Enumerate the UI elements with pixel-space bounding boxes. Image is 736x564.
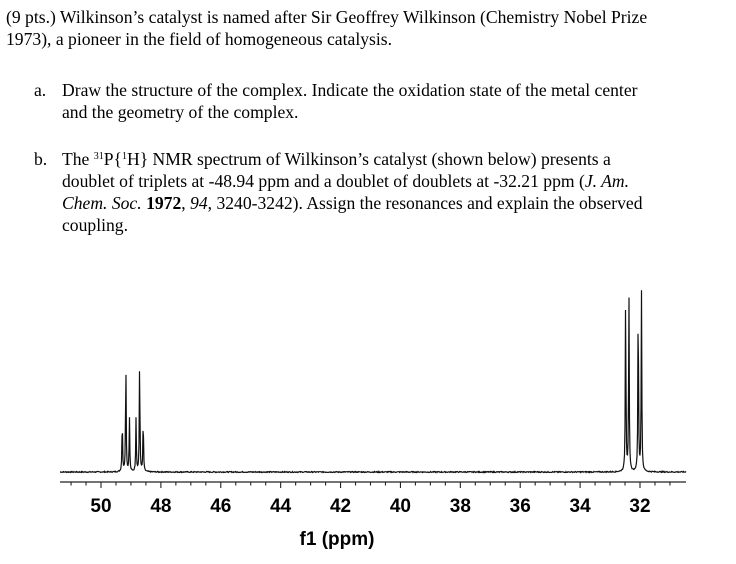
nmr-spectrum: 50 48 46 44 42 40 38 36 34 32 f1 (ppm) <box>59 290 687 550</box>
question-intro: (9 pts.) Wilkinson’s catalyst is named a… <box>6 6 726 50</box>
phosphorus-label: P{ <box>103 149 122 169</box>
journal-name-2: Chem. Soc. <box>62 193 142 213</box>
superscript-1: 1 <box>122 151 127 162</box>
journal-year: 1972 <box>146 193 182 213</box>
part-a-text: Draw the structure of the complex. Indic… <box>62 79 720 123</box>
part-a-line-1: Draw the structure of the complex. Indic… <box>62 80 638 100</box>
x-tick-label: 42 <box>330 496 351 517</box>
part-b-line-3: Chem. Soc. 1972, 94, 3240-3242). Assign … <box>62 192 720 214</box>
journal-volume: 94 <box>190 193 208 213</box>
x-tick-label: 46 <box>210 496 231 517</box>
x-tick-label: 44 <box>270 496 292 517</box>
x-tick-label: 50 <box>90 496 111 517</box>
part-b-marker: b. <box>34 149 48 169</box>
x-tick-label: 34 <box>570 496 592 517</box>
x-axis-ticks: 50 48 46 44 42 40 38 36 34 32 <box>70 482 671 517</box>
spectrum-trace <box>59 290 687 474</box>
x-tick-label: 38 <box>450 496 471 517</box>
part-a-line-2: and the geometry of the complex. <box>62 102 299 122</box>
intro-line-2: 1973), a pioneer in the field of homogen… <box>6 29 392 49</box>
separator: , <box>181 193 191 213</box>
part-b-line-1-rest: H} NMR spectrum of Wilkinson’s catalyst … <box>127 149 611 169</box>
x-tick-label: 48 <box>150 496 171 517</box>
journal-name-1: J. Am. <box>584 171 629 191</box>
intro-line-1: (9 pts.) Wilkinson’s catalyst is named a… <box>6 7 648 27</box>
journal-pages: , 3240-3242). Assign the resonances and … <box>207 193 643 213</box>
part-b-the: The <box>62 149 94 169</box>
part-b-line-4: coupling. <box>62 215 128 235</box>
part-b-line-2: doublet of triplets at -48.94 ppm and a … <box>62 170 720 192</box>
x-tick-label: 40 <box>390 496 411 517</box>
x-axis-label: f1 (ppm) <box>300 529 375 550</box>
part-a-marker: a. <box>34 80 47 100</box>
part-b-line-1: The 31P{1H} NMR spectrum of Wilkinson’s … <box>62 148 720 170</box>
x-tick-label: 32 <box>629 496 650 517</box>
x-tick-label: 36 <box>510 496 531 517</box>
part-b-line-2-text: doublet of triplets at -48.94 ppm and a … <box>62 171 585 191</box>
part-b-text: The 31P{1H} NMR spectrum of Wilkinson’s … <box>62 148 720 236</box>
superscript-31: 31 <box>93 151 104 162</box>
